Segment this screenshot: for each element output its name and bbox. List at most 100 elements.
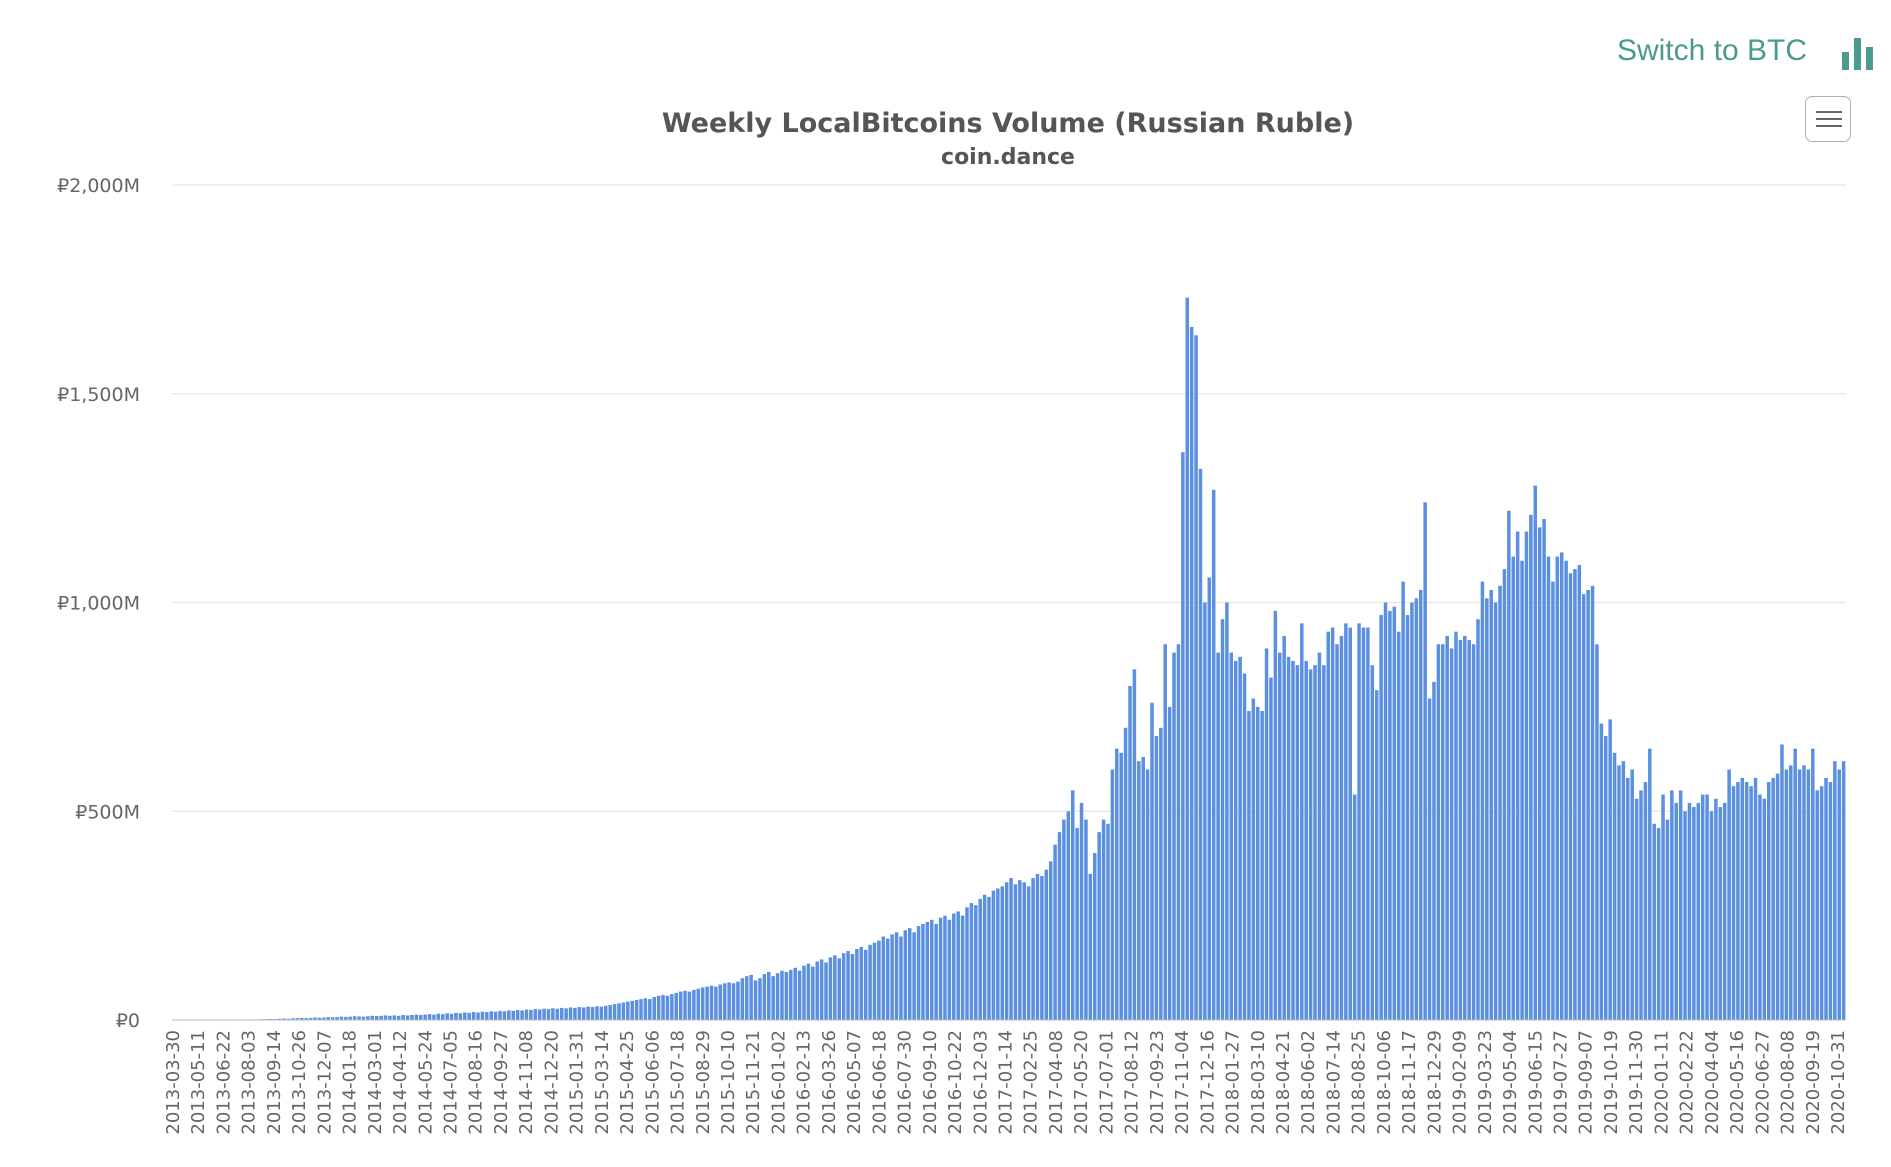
bar xyxy=(1705,794,1709,1020)
bar xyxy=(1062,819,1066,1020)
bar xyxy=(758,978,762,1020)
bar xyxy=(432,1014,436,1020)
bar xyxy=(533,1009,538,1020)
bar xyxy=(1344,623,1348,1020)
bar xyxy=(736,981,740,1020)
x-tick-label: 2016-03-26 xyxy=(819,1030,840,1135)
bar xyxy=(454,1012,458,1020)
bar xyxy=(811,966,815,1020)
bar xyxy=(916,926,921,1020)
bar xyxy=(833,955,837,1020)
bar xyxy=(1590,585,1595,1020)
bar xyxy=(1828,782,1833,1020)
bar-chart-icon[interactable] xyxy=(1841,36,1875,70)
bar xyxy=(1053,844,1057,1020)
bar xyxy=(744,976,749,1020)
bar xyxy=(392,1015,397,1020)
bar xyxy=(1295,665,1300,1020)
switch-to-btc-link[interactable]: Switch to BTC xyxy=(1616,34,1807,67)
bar xyxy=(1449,648,1454,1020)
bar xyxy=(749,974,753,1020)
bar xyxy=(1436,644,1441,1020)
bar xyxy=(912,932,916,1020)
x-tick-label: 2018-04-21 xyxy=(1273,1030,1294,1135)
bar xyxy=(1242,673,1247,1020)
bar xyxy=(1084,819,1088,1020)
bar xyxy=(846,951,850,1020)
grid-lines xyxy=(172,184,1846,1021)
x-tick-label: 2020-10-31 xyxy=(1828,1030,1849,1135)
bar xyxy=(1040,875,1044,1020)
x-tick-label: 2015-01-31 xyxy=(567,1030,588,1135)
bar xyxy=(1599,723,1604,1020)
bar xyxy=(546,1009,551,1020)
bar xyxy=(1546,556,1551,1020)
bar xyxy=(1445,635,1449,1020)
bar xyxy=(1815,790,1819,1020)
bar xyxy=(1044,869,1049,1020)
x-tick-label: 2013-09-14 xyxy=(264,1030,285,1135)
bar xyxy=(890,934,894,1020)
bar xyxy=(1736,782,1740,1020)
bar xyxy=(1687,802,1692,1020)
bar xyxy=(1176,644,1181,1020)
bar xyxy=(326,1017,330,1020)
bar xyxy=(1454,631,1458,1020)
x-tick-label: 2018-01-27 xyxy=(1223,1030,1244,1135)
bar xyxy=(1524,531,1529,1020)
bar xyxy=(1824,777,1828,1020)
bar xyxy=(1401,581,1405,1020)
bar xyxy=(1361,627,1366,1020)
x-tick-label: 2020-04-04 xyxy=(1702,1030,1723,1135)
x-tick-label: 2013-05-11 xyxy=(188,1030,209,1135)
bar xyxy=(1634,798,1639,1020)
y-tick-label: ₽0 xyxy=(116,1010,140,1032)
bar xyxy=(626,1001,630,1020)
bar xyxy=(1767,782,1771,1020)
bar xyxy=(1626,777,1630,1020)
bar xyxy=(370,1015,375,1020)
x-tick-label: 2017-07-01 xyxy=(1096,1030,1117,1135)
bar xyxy=(907,928,912,1020)
x-tick-label: 2013-12-07 xyxy=(314,1030,335,1135)
bar xyxy=(1374,690,1379,1020)
bar xyxy=(405,1015,410,1020)
bar xyxy=(1564,560,1568,1020)
bar xyxy=(1172,652,1176,1020)
x-tick-label: 2018-06-02 xyxy=(1298,1030,1319,1135)
bar xyxy=(1529,514,1533,1020)
bar xyxy=(806,963,811,1020)
bar xyxy=(1714,798,1718,1020)
bar xyxy=(1740,777,1745,1020)
bar xyxy=(1004,882,1009,1020)
bar xyxy=(1758,794,1762,1020)
bar xyxy=(410,1014,414,1020)
chart-menu-button[interactable] xyxy=(1805,96,1851,142)
bar xyxy=(1145,769,1150,1020)
bar xyxy=(1555,556,1560,1020)
bar xyxy=(590,1007,595,1020)
bar xyxy=(1379,615,1383,1020)
bar xyxy=(1264,648,1269,1020)
bar xyxy=(1110,769,1115,1020)
bar xyxy=(383,1015,388,1020)
x-tick-label: 2017-05-20 xyxy=(1071,1030,1092,1135)
bar xyxy=(485,1012,489,1020)
bar xyxy=(1551,581,1555,1020)
x-tick-label: 2019-10-19 xyxy=(1601,1030,1622,1135)
y-tick-label: ₽500M xyxy=(75,801,140,823)
bar xyxy=(476,1012,480,1020)
bar xyxy=(714,986,718,1020)
x-tick-label: 2020-08-08 xyxy=(1778,1030,1799,1135)
bar xyxy=(573,1007,577,1020)
bar xyxy=(1189,326,1194,1020)
x-tick-label: 2015-04-25 xyxy=(617,1030,638,1135)
x-tick-label: 2016-10-22 xyxy=(945,1030,966,1135)
bar xyxy=(1797,769,1802,1020)
bar xyxy=(881,936,886,1020)
bar xyxy=(269,1018,273,1020)
bar xyxy=(925,921,930,1020)
bar xyxy=(899,936,903,1020)
bar xyxy=(1780,744,1784,1020)
bar xyxy=(581,1007,586,1020)
